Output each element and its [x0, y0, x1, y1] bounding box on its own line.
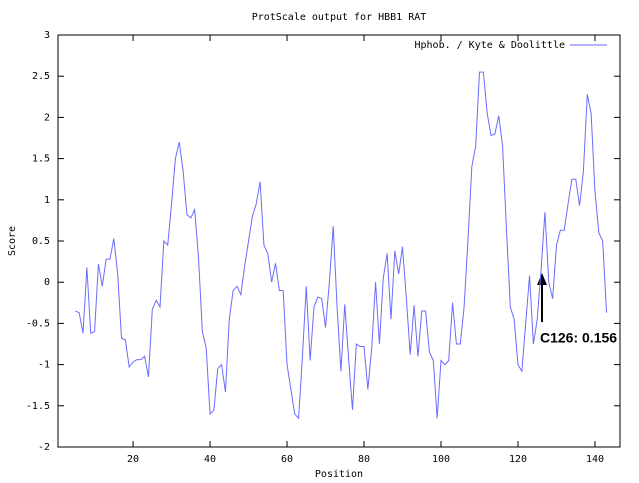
x-tick-label: 120 [509, 454, 527, 465]
x-axis-label: Position [315, 469, 363, 480]
plot-frame [57, 34, 621, 448]
y-tick-label: 2 [44, 112, 50, 123]
y-tick-label: -0.5 [26, 318, 50, 329]
y-tick-label: 1.5 [32, 154, 50, 165]
x-tick-label: 80 [358, 454, 370, 465]
y-tick-label: 1 [44, 195, 50, 206]
y-axis-label: Score [7, 226, 18, 256]
legend-label: Hphob. / Kyte & Doolittle [414, 40, 565, 51]
x-tick-label: 20 [127, 454, 139, 465]
y-tick-label: 2.5 [32, 71, 50, 82]
annotation: C126: 0.156 [540, 330, 617, 346]
y-tick-label: 0 [44, 277, 50, 288]
x-tick-label: 140 [586, 454, 604, 465]
annotation-arrowhead [537, 273, 547, 285]
y-tick-label: -2 [38, 442, 50, 453]
y-tick-label: 0.5 [32, 236, 50, 247]
data-line [75, 71, 608, 420]
x-tick-label: 60 [281, 454, 293, 465]
chart-title: ProtScale output for HBB1 RAT [252, 12, 427, 23]
x-tick-label: 100 [432, 454, 450, 465]
x-tick-label: 40 [204, 454, 216, 465]
y-tick-label: 3 [44, 30, 50, 41]
y-tick-label: -1.5 [26, 401, 50, 412]
y-tick-label: -1 [38, 360, 50, 371]
